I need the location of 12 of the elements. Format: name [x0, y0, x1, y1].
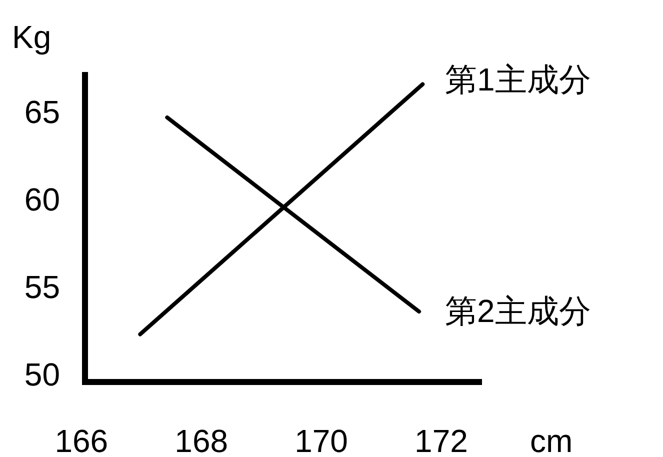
- x-tick-label: 168: [174, 423, 228, 457]
- y-tick-label: 55: [24, 269, 60, 306]
- series-label: 第1主成分: [445, 62, 591, 98]
- series-label: 第2主成分: [445, 293, 591, 330]
- x-tick-label: 166: [54, 423, 108, 457]
- x-axis-title: cm: [530, 423, 573, 457]
- y-axis-title: Kg: [12, 19, 52, 55]
- y-tick-label: 65: [24, 94, 60, 130]
- x-tick-label: 170: [294, 423, 348, 457]
- y-tick-label: 60: [24, 182, 60, 218]
- y-tick-label: 50: [24, 356, 60, 393]
- x-tick-label: 172: [414, 423, 468, 457]
